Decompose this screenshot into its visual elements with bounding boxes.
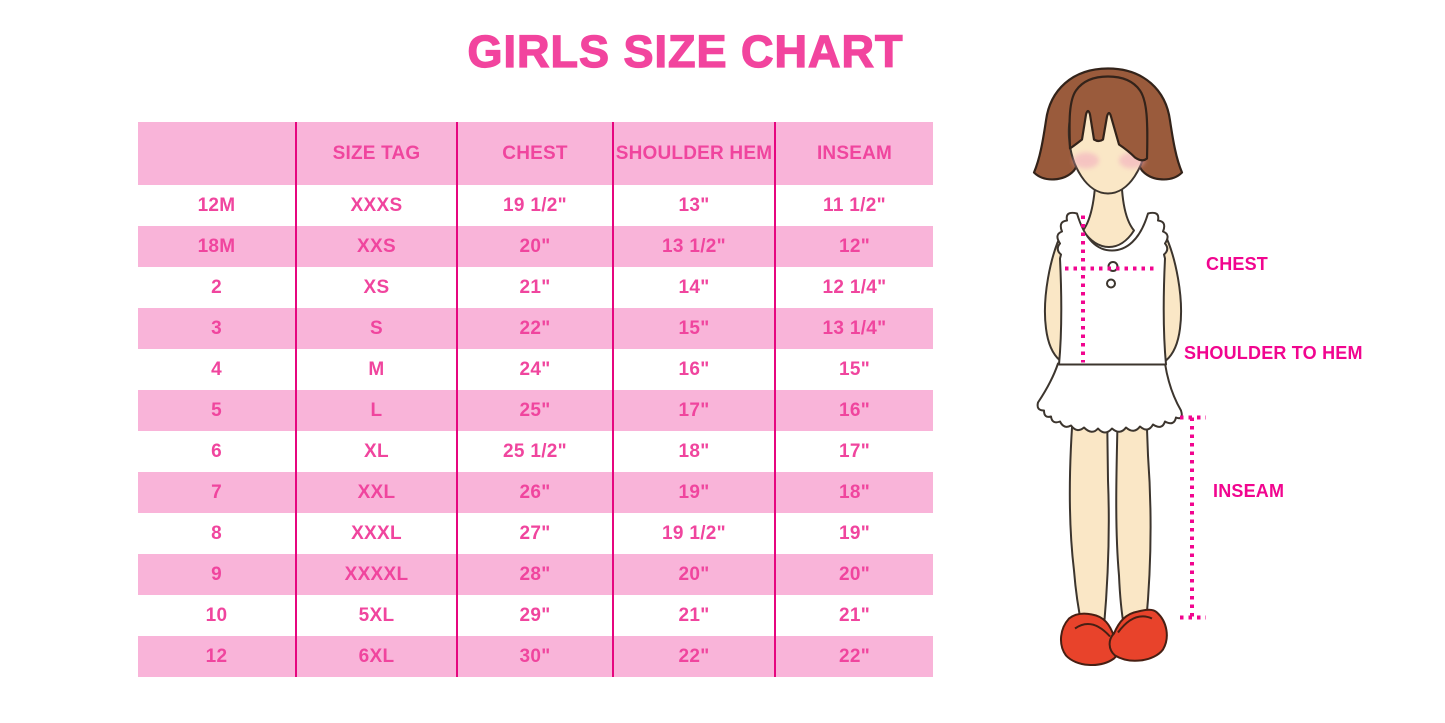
- header-cell: CHEST: [458, 122, 614, 185]
- table-cell: 20": [776, 554, 933, 595]
- bangs: [1068, 75, 1149, 162]
- header-row: SIZE TAG CHEST SHOULDER HEM INSEAM: [138, 122, 933, 185]
- table-cell: S: [297, 308, 458, 349]
- table-row: 12 6XL 30" 22" 22": [138, 636, 933, 677]
- table-cell: 4: [138, 349, 297, 390]
- right-shoe: [1108, 608, 1168, 662]
- table-cell: 15": [614, 308, 776, 349]
- table-cell: 17": [776, 431, 933, 472]
- table-cell: 18M: [138, 226, 297, 267]
- table-row: 6 XL 25 1/2" 18" 17": [138, 431, 933, 472]
- table-row: 4 M 24" 16" 15": [138, 349, 933, 390]
- top-button-2: [1106, 278, 1116, 289]
- table-cell: 30": [458, 636, 614, 677]
- table-row: 12M XXXS 19 1/2" 13" 11 1/2": [138, 185, 933, 226]
- table-cell: 7: [138, 472, 297, 513]
- table-row: 5 L 25" 17" 16": [138, 390, 933, 431]
- table-cell: 21": [614, 595, 776, 636]
- table-cell: 22": [458, 308, 614, 349]
- table-cell: 19": [614, 472, 776, 513]
- table-row: 2 XS 21" 14" 12 1/4": [138, 267, 933, 308]
- header-cell: SIZE TAG: [297, 122, 458, 185]
- table-cell: 19": [776, 513, 933, 554]
- table-cell: 13 1/2": [614, 226, 776, 267]
- table-cell: XXS: [297, 226, 458, 267]
- table-row: 8 XXXL 27" 19 1/2" 19": [138, 513, 933, 554]
- page-title: GIRLS SIZE CHART: [467, 25, 904, 77]
- table-cell: 13 1/4": [776, 308, 933, 349]
- table-row: 9 XXXXL 28" 20" 20": [138, 554, 933, 595]
- right-shoe-strap: [1117, 615, 1153, 634]
- table-row: 10 5XL 29" 21" 21": [138, 595, 933, 636]
- table-cell: XXL: [297, 472, 458, 513]
- table-cell: XL: [297, 431, 458, 472]
- skirt: [1036, 362, 1183, 434]
- table-cell: 29": [458, 595, 614, 636]
- table-cell: 20": [614, 554, 776, 595]
- table-cell: 25": [458, 390, 614, 431]
- table-cell: 24": [458, 349, 614, 390]
- table-cell: 18": [614, 431, 776, 472]
- table-cell: 28": [458, 554, 614, 595]
- size-table: SIZE TAG CHEST SHOULDER HEM INSEAM 12M XXXS 19…: [138, 122, 933, 677]
- table-cell: XS: [297, 267, 458, 308]
- left-shoe-strap: [1074, 623, 1111, 638]
- table-cell: 12: [138, 636, 297, 677]
- table-cell: 22": [776, 636, 933, 677]
- shoulder-to-hem-label: SHOULDER TO HEM: [1184, 343, 1363, 363]
- table-cell: 21": [776, 595, 933, 636]
- table-cell: 6XL: [297, 636, 458, 677]
- table-row: 7 XXL 26" 19" 18": [138, 472, 933, 513]
- table-cell: M: [297, 349, 458, 390]
- right-leg: [1115, 401, 1152, 628]
- table-row: 3 S 22" 15" 13 1/4": [138, 308, 933, 349]
- table-cell: 20": [458, 226, 614, 267]
- table-cell: 19 1/2": [614, 513, 776, 554]
- table-row: 18M XXS 20" 13 1/2" 12": [138, 226, 933, 267]
- table-cell: 12": [776, 226, 933, 267]
- header-cell: INSEAM: [776, 122, 933, 185]
- left-cheek-blush: [1073, 152, 1099, 169]
- table-cell: 14": [614, 267, 776, 308]
- table-cell: L: [297, 390, 458, 431]
- table-cell: 11 1/2": [776, 185, 933, 226]
- table-cell: 3: [138, 308, 297, 349]
- table-cell: 26": [458, 472, 614, 513]
- header-cell: [138, 122, 297, 185]
- table-cell: 16": [776, 390, 933, 431]
- table-cell: XXXL: [297, 513, 458, 554]
- left-leg: [1068, 399, 1110, 628]
- table-cell: 13": [614, 185, 776, 226]
- table-cell: 16": [614, 349, 776, 390]
- table-cell: 8: [138, 513, 297, 554]
- table-cell: 18": [776, 472, 933, 513]
- table-cell: XXXS: [297, 185, 458, 226]
- table-cell: 5: [138, 390, 297, 431]
- table-cell: 12M: [138, 185, 297, 226]
- table-cell: 15": [776, 349, 933, 390]
- table-cell: 5XL: [297, 595, 458, 636]
- table-cell: 9: [138, 554, 297, 595]
- table-cell: 12 1/4": [776, 267, 933, 308]
- table-cell: 22": [614, 636, 776, 677]
- chest-label: CHEST: [1206, 254, 1269, 274]
- table-cell: 6: [138, 431, 297, 472]
- inseam-label: INSEAM: [1213, 481, 1285, 501]
- table-cell: 21": [458, 267, 614, 308]
- girl-illustration: [1032, 67, 1206, 666]
- header-cell: SHOULDER HEM: [614, 122, 776, 185]
- table-cell: 19 1/2": [458, 185, 614, 226]
- table-cell: XXXXL: [297, 554, 458, 595]
- table-cell: 27": [458, 513, 614, 554]
- table-cell: 17": [614, 390, 776, 431]
- table-cell: 25 1/2": [458, 431, 614, 472]
- table-cell: 2: [138, 267, 297, 308]
- table-cell: 10: [138, 595, 297, 636]
